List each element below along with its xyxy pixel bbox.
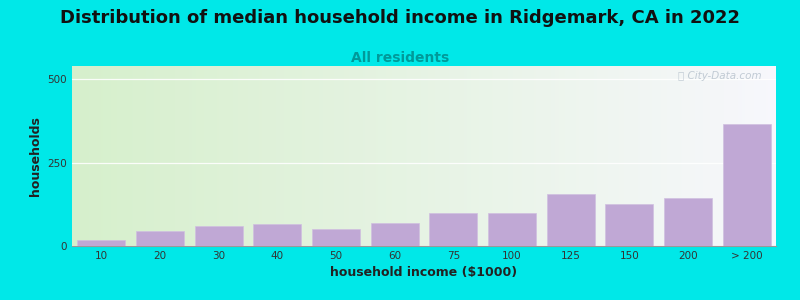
Y-axis label: households: households — [29, 116, 42, 196]
Bar — [664, 198, 712, 246]
Bar — [78, 240, 126, 246]
Text: Distribution of median household income in Ridgemark, CA in 2022: Distribution of median household income … — [60, 9, 740, 27]
Text: All residents: All residents — [351, 51, 449, 65]
Bar — [194, 226, 242, 246]
X-axis label: household income ($1000): household income ($1000) — [330, 266, 518, 279]
Bar — [312, 229, 360, 246]
Bar — [430, 213, 478, 246]
Bar — [370, 223, 418, 246]
Bar — [722, 124, 770, 246]
Bar — [488, 213, 536, 246]
Bar — [546, 194, 594, 246]
Bar — [606, 204, 654, 246]
Text: ⓘ City-Data.com: ⓘ City-Data.com — [678, 71, 762, 81]
Bar — [254, 224, 302, 246]
Bar — [136, 231, 184, 246]
